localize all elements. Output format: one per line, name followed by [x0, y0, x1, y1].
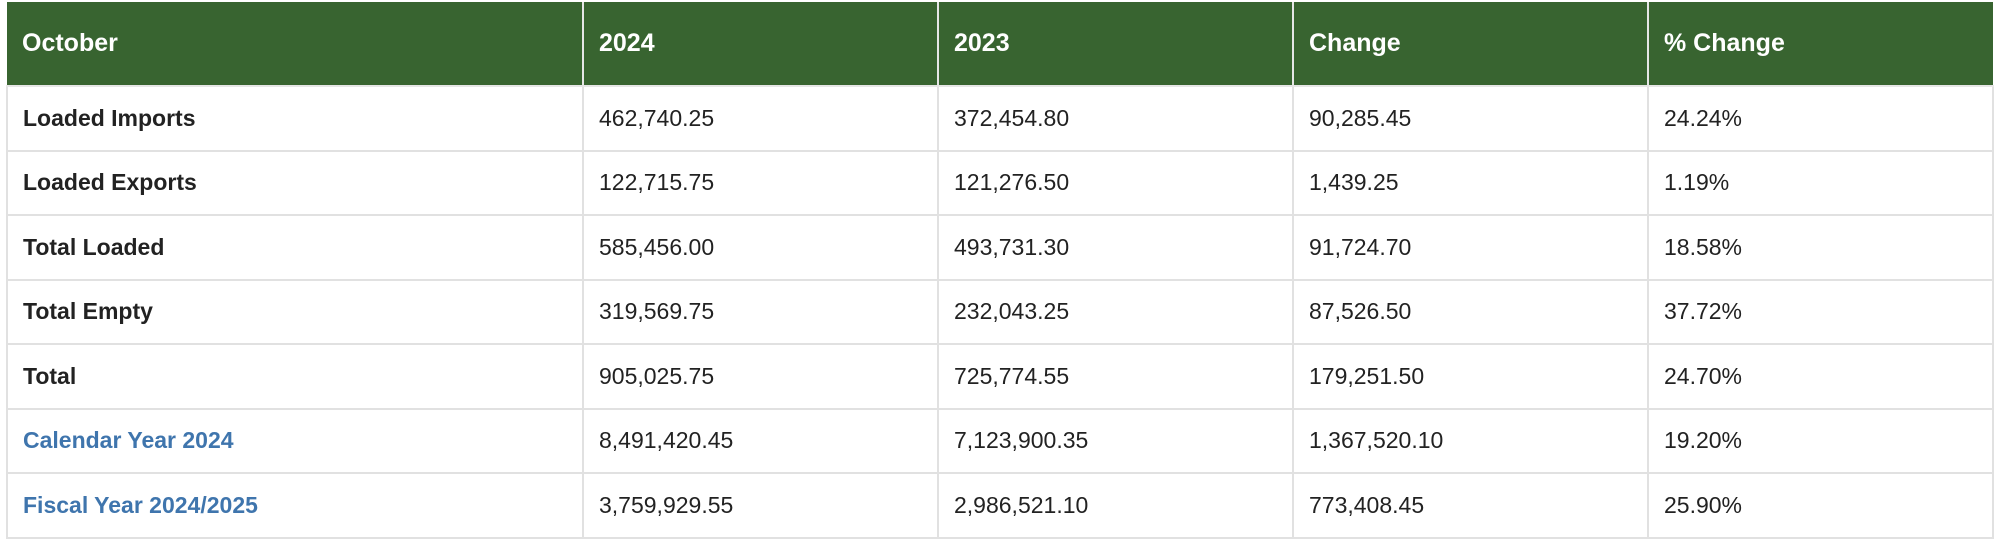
- table-row-calendar-year: Calendar Year 2024 8,491,420.45 7,123,90…: [6, 407, 1994, 474]
- teu-statistics-table-container: October 2024 2023 Change % Change Loaded…: [6, 2, 1994, 539]
- row-label: Loaded Imports: [6, 85, 584, 152]
- row-label: Total Loaded: [6, 214, 584, 281]
- cell-percent-change: 18.58%: [1647, 214, 1994, 281]
- table-row-fiscal-year: Fiscal Year 2024/2025 3,759,929.55 2,986…: [6, 472, 1994, 539]
- cell-percent-change: 1.19%: [1647, 149, 1994, 216]
- header-percent-change: % Change: [1648, 2, 1993, 87]
- table-body: Loaded Imports 462,740.25 372,454.80 90,…: [6, 85, 1994, 539]
- table-row-total: Total 905,025.75 725,774.55 179,251.50 2…: [6, 343, 1994, 410]
- cell-2024: 122,715.75: [582, 149, 939, 216]
- cell-2024: 585,456.00: [582, 214, 939, 281]
- calendar-year-link[interactable]: Calendar Year 2024: [6, 407, 584, 474]
- header-year-2023: 2023: [938, 2, 1294, 87]
- cell-2023: 725,774.55: [937, 343, 1294, 410]
- cell-change: 87,526.50: [1292, 278, 1649, 345]
- teu-statistics-table: October 2024 2023 Change % Change Loaded…: [6, 2, 1994, 539]
- table-header: October 2024 2023 Change % Change: [7, 2, 1993, 87]
- row-label: Total Empty: [6, 278, 584, 345]
- header-month: October: [7, 2, 584, 87]
- cell-2024: 3,759,929.55: [582, 472, 939, 539]
- cell-change: 91,724.70: [1292, 214, 1649, 281]
- header-year-2024: 2024: [583, 2, 939, 87]
- cell-2023: 372,454.80: [937, 85, 1294, 152]
- cell-change: 1,367,520.10: [1292, 407, 1649, 474]
- cell-2023: 121,276.50: [937, 149, 1294, 216]
- cell-percent-change: 19.20%: [1647, 407, 1994, 474]
- cell-change: 1,439.25: [1292, 149, 1649, 216]
- table-row-loaded-imports: Loaded Imports 462,740.25 372,454.80 90,…: [6, 85, 1994, 152]
- table-row-total-empty: Total Empty 319,569.75 232,043.25 87,526…: [6, 278, 1994, 345]
- cell-2024: 319,569.75: [582, 278, 939, 345]
- fiscal-year-link[interactable]: Fiscal Year 2024/2025: [6, 472, 584, 539]
- table-row-loaded-exports: Loaded Exports 122,715.75 121,276.50 1,4…: [6, 149, 1994, 216]
- cell-change: 179,251.50: [1292, 343, 1649, 410]
- cell-2023: 232,043.25: [937, 278, 1294, 345]
- row-label: Loaded Exports: [6, 149, 584, 216]
- cell-change: 90,285.45: [1292, 85, 1649, 152]
- cell-percent-change: 24.24%: [1647, 85, 1994, 152]
- cell-2024: 462,740.25: [582, 85, 939, 152]
- cell-percent-change: 25.90%: [1647, 472, 1994, 539]
- table-row-total-loaded: Total Loaded 585,456.00 493,731.30 91,72…: [6, 214, 1994, 281]
- cell-2023: 493,731.30: [937, 214, 1294, 281]
- header-row: October 2024 2023 Change % Change: [7, 2, 1993, 87]
- cell-2023: 7,123,900.35: [937, 407, 1294, 474]
- cell-2024: 8,491,420.45: [582, 407, 939, 474]
- row-label: Total: [6, 343, 584, 410]
- cell-2023: 2,986,521.10: [937, 472, 1294, 539]
- cell-percent-change: 24.70%: [1647, 343, 1994, 410]
- header-change: Change: [1293, 2, 1649, 87]
- cell-change: 773,408.45: [1292, 472, 1649, 539]
- cell-2024: 905,025.75: [582, 343, 939, 410]
- cell-percent-change: 37.72%: [1647, 278, 1994, 345]
